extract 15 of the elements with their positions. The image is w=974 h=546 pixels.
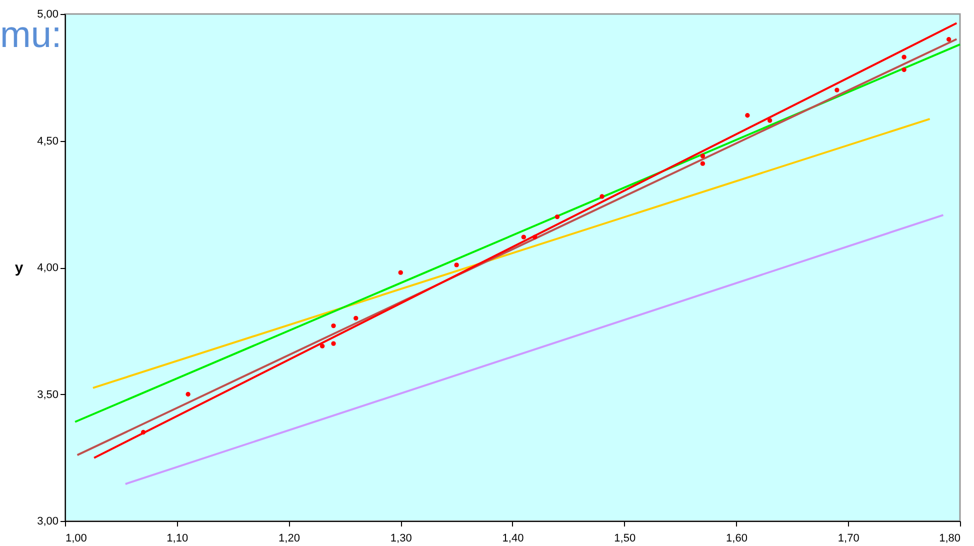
y-axis-title: y	[14, 260, 24, 276]
x-tick-label: 1,70	[838, 532, 860, 544]
x-tick-label: 1,10	[166, 532, 188, 544]
x-tick-label: 1,30	[390, 532, 412, 544]
y-tick-label: 4,00	[37, 262, 58, 274]
x-tick-label: 1,80	[939, 532, 960, 544]
x-tick-label: 1,20	[278, 532, 300, 544]
y-tick-label: 5,00	[37, 8, 58, 20]
x-tick-label: 1,40	[502, 532, 524, 544]
y-tick-label: 3,50	[37, 388, 58, 401]
x-tick-label: 1,50	[614, 532, 636, 544]
x-tick-label: 1,60	[726, 532, 748, 544]
x-tick-label: 1,00	[66, 532, 87, 544]
y-tick-label: 3,00	[37, 516, 58, 528]
y-tick-label: 4,50	[37, 135, 58, 148]
